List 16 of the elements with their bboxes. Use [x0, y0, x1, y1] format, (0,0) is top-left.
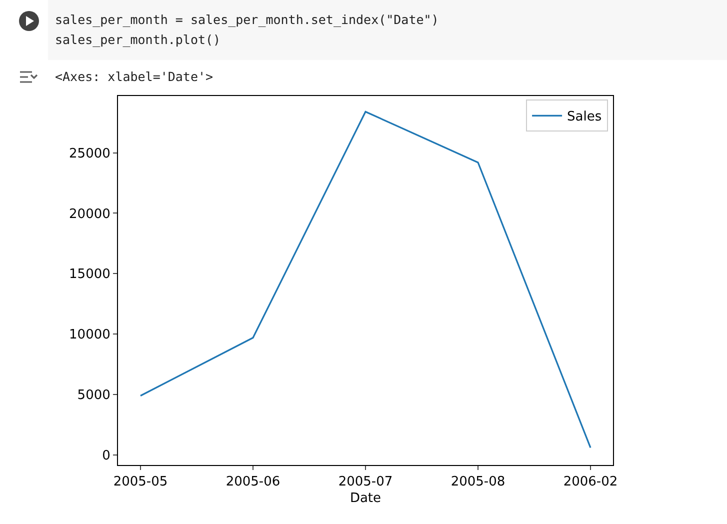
- text: <Axes: xlabel='Date'>: [55, 69, 214, 84]
- x-tick-label: 2005-07: [338, 474, 393, 490]
- y-tick-label: 10000: [69, 328, 110, 343]
- y-tick-label: 5000: [77, 388, 110, 404]
- x-tick-label: 2005-05: [113, 474, 168, 490]
- y-tick-label: 20000: [69, 206, 110, 222]
- y-tick-label: 0: [102, 448, 110, 464]
- text: sales_per_month = sales_per_month.set_index("Date"): [55, 12, 439, 27]
- y-tick-label: 15000: [69, 267, 110, 282]
- legend-label: Sales: [567, 110, 602, 125]
- x-axis-title: Date: [350, 491, 382, 506]
- y-tick-label: 25000: [69, 146, 110, 162]
- text: sales_per_month.plot(): [55, 32, 221, 47]
- x-tick-label: 2006-02: [563, 474, 618, 490]
- x-tick-label: 2005-06: [226, 474, 280, 490]
- x-tick-label: 2005-08: [450, 474, 506, 490]
